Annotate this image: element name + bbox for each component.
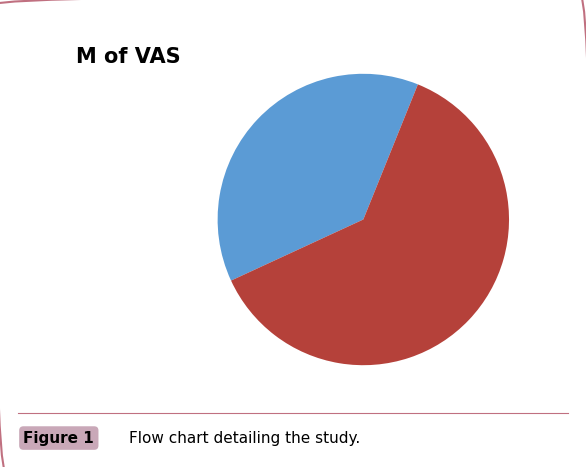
Text: Figure 1: Figure 1 <box>23 431 94 446</box>
Wedge shape <box>231 85 509 365</box>
Text: Flow chart detailing the study.: Flow chart detailing the study. <box>129 431 360 446</box>
Wedge shape <box>217 74 418 281</box>
Text: M of VAS: M of VAS <box>76 47 181 67</box>
